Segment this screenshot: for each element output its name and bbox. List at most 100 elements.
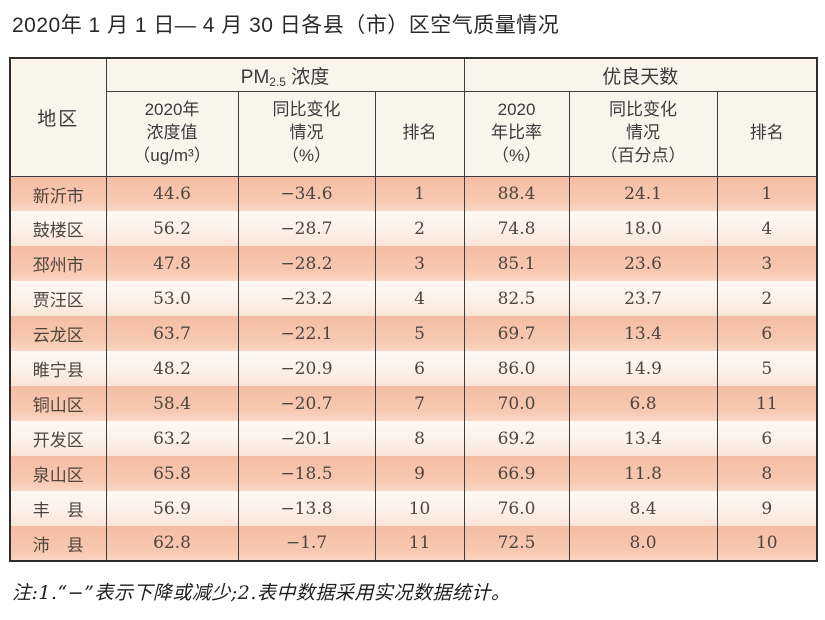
header-sub-row: 2020年 浓度值 （ug/m³） 同比变化 情况 （%） 排名 2020 年比… bbox=[10, 90, 818, 177]
cell-good-rank: 6 bbox=[716, 316, 818, 352]
cell-good-ratio: 86.0 bbox=[463, 351, 570, 387]
cell-good-change: 24.1 bbox=[568, 176, 718, 212]
cell-region: 新沂市 bbox=[9, 176, 107, 212]
cell-good-ratio: 82.5 bbox=[463, 281, 570, 317]
cell-region: 丰 县 bbox=[9, 491, 107, 527]
cell-region: 开发区 bbox=[9, 421, 107, 457]
cell-good-change: 18.0 bbox=[568, 211, 718, 247]
cell-pm-change: −28.2 bbox=[237, 246, 376, 282]
cell-pm-value: 62.8 bbox=[105, 526, 239, 562]
column-header-region: 地区 bbox=[9, 57, 107, 177]
cell-pm-rank: 8 bbox=[374, 421, 465, 457]
cell-good-ratio: 76.0 bbox=[463, 491, 570, 527]
air-quality-table: 地区 PM2.5 浓度 优良天数 2020年 浓度值 （ug/m³） 同比变化 … bbox=[9, 57, 819, 563]
column-group-pm25: PM2.5 浓度 bbox=[105, 57, 465, 92]
cell-good-rank: 5 bbox=[716, 351, 818, 387]
cell-pm-value: 63.7 bbox=[105, 316, 239, 352]
cell-good-ratio: 69.7 bbox=[463, 316, 570, 352]
column-header-pm-change: 同比变化 情况 （%） bbox=[237, 90, 376, 177]
cell-pm-rank: 5 bbox=[374, 316, 465, 352]
cell-good-ratio: 74.8 bbox=[463, 211, 570, 247]
cell-pm-change: −18.5 bbox=[237, 456, 376, 492]
cell-good-rank: 4 bbox=[716, 211, 818, 247]
cell-pm-value: 47.8 bbox=[105, 246, 239, 282]
table-row: 鼓楼区 56.2 −28.7 2 74.8 18.0 4 bbox=[9, 211, 818, 247]
cell-pm-value: 53.0 bbox=[105, 281, 239, 317]
pm25-subscript: 2.5 bbox=[269, 74, 286, 89]
pm25-label-suffix: 浓度 bbox=[285, 66, 330, 88]
table-row: 开发区 63.2 −20.1 8 69.2 13.4 6 bbox=[9, 421, 818, 457]
cell-pm-change: −20.1 bbox=[237, 421, 376, 457]
cell-pm-value: 48.2 bbox=[105, 351, 239, 387]
table-row: 沛 县 62.8 −1.7 11 72.5 8.0 10 bbox=[9, 526, 818, 562]
cell-good-change: 13.4 bbox=[568, 421, 718, 457]
cell-pm-change: −34.6 bbox=[237, 176, 376, 212]
cell-good-change: 8.0 bbox=[568, 526, 718, 562]
cell-region: 睢宁县 bbox=[9, 351, 107, 387]
cell-good-ratio: 85.1 bbox=[463, 246, 570, 282]
table-row: 新沂市 44.6 −34.6 1 88.4 24.1 1 bbox=[9, 176, 818, 212]
cell-region: 铜山区 bbox=[9, 386, 107, 422]
cell-pm-rank: 4 bbox=[374, 281, 465, 317]
cell-region: 鼓楼区 bbox=[9, 211, 107, 247]
cell-pm-change: −28.7 bbox=[237, 211, 376, 247]
cell-pm-change: −1.7 bbox=[237, 526, 376, 562]
cell-good-change: 13.4 bbox=[568, 316, 718, 352]
column-header-pm-rank: 排名 bbox=[374, 90, 465, 177]
cell-good-change: 6.8 bbox=[568, 386, 718, 422]
pm25-label-prefix: PM bbox=[240, 66, 270, 88]
cell-good-rank: 11 bbox=[716, 386, 818, 422]
column-header-good-ratio: 2020 年比率 （%） bbox=[463, 90, 570, 177]
table-row: 邳州市 47.8 −28.2 3 85.1 23.6 3 bbox=[9, 246, 818, 282]
cell-pm-rank: 1 bbox=[374, 176, 465, 212]
cell-good-rank: 2 bbox=[716, 281, 818, 317]
table-row: 铜山区 58.4 −20.7 7 70.0 6.8 11 bbox=[9, 386, 818, 422]
cell-pm-value: 65.8 bbox=[105, 456, 239, 492]
cell-good-ratio: 69.2 bbox=[463, 421, 570, 457]
cell-good-rank: 3 bbox=[716, 246, 818, 282]
cell-pm-rank: 10 bbox=[374, 491, 465, 527]
cell-good-ratio: 66.9 bbox=[463, 456, 570, 492]
cell-pm-change: −20.7 bbox=[237, 386, 376, 422]
cell-pm-value: 63.2 bbox=[105, 421, 239, 457]
cell-pm-change: −20.9 bbox=[237, 351, 376, 387]
cell-region: 云龙区 bbox=[9, 316, 107, 352]
column-group-good-days: 优良天数 bbox=[463, 57, 818, 92]
cell-good-rank: 6 bbox=[716, 421, 818, 457]
cell-pm-rank: 2 bbox=[374, 211, 465, 247]
cell-pm-change: −23.2 bbox=[237, 281, 376, 317]
cell-good-rank: 9 bbox=[716, 491, 818, 527]
table-row: 睢宁县 48.2 −20.9 6 86.0 14.9 5 bbox=[9, 351, 818, 387]
column-header-pm-value: 2020年 浓度值 （ug/m³） bbox=[105, 90, 239, 177]
cell-pm-rank: 3 bbox=[374, 246, 465, 282]
cell-pm-value: 58.4 bbox=[105, 386, 239, 422]
cell-pm-rank: 11 bbox=[374, 526, 465, 562]
table-row: 贾汪区 53.0 −23.2 4 82.5 23.7 2 bbox=[9, 281, 818, 317]
page-title: 2020年 1 月 1 日— 4 月 30 日各县（市）区空气质量情况 bbox=[12, 14, 560, 37]
cell-good-change: 11.8 bbox=[568, 456, 718, 492]
cell-good-rank: 8 bbox=[716, 456, 818, 492]
cell-pm-rank: 6 bbox=[374, 351, 465, 387]
cell-good-ratio: 72.5 bbox=[463, 526, 570, 562]
header-group-row: 地区 PM2.5 浓度 优良天数 bbox=[9, 57, 818, 177]
footnote: 注:1.“−”表示下降或减少;2.表中数据采用实况数据统计。 bbox=[12, 582, 511, 605]
cell-region: 贾汪区 bbox=[9, 281, 107, 317]
cell-good-change: 23.6 bbox=[568, 246, 718, 282]
cell-pm-change: −22.1 bbox=[237, 316, 376, 352]
cell-pm-value: 56.2 bbox=[105, 211, 239, 247]
cell-pm-value: 56.9 bbox=[105, 491, 239, 527]
cell-pm-rank: 9 bbox=[374, 456, 465, 492]
cell-good-change: 14.9 bbox=[568, 351, 718, 387]
table-header: 地区 PM2.5 浓度 优良天数 2020年 浓度值 （ug/m³） 同比变化 … bbox=[9, 57, 818, 177]
table-body: 新沂市 44.6 −34.6 1 88.4 24.1 1 鼓楼区 56.2 −2… bbox=[9, 176, 818, 562]
cell-good-rank: 10 bbox=[716, 526, 818, 562]
cell-pm-change: −13.8 bbox=[237, 491, 376, 527]
table-row: 泉山区 65.8 −18.5 9 66.9 11.8 8 bbox=[9, 456, 818, 492]
cell-pm-rank: 7 bbox=[374, 386, 465, 422]
table-row: 丰 县 56.9 −13.8 10 76.0 8.4 9 bbox=[9, 491, 818, 527]
column-header-good-rank: 排名 bbox=[716, 90, 818, 177]
cell-good-change: 8.4 bbox=[568, 491, 718, 527]
cell-good-ratio: 70.0 bbox=[463, 386, 570, 422]
cell-good-rank: 1 bbox=[716, 176, 818, 212]
column-header-good-change: 同比变化 情况 （百分点） bbox=[568, 90, 718, 177]
